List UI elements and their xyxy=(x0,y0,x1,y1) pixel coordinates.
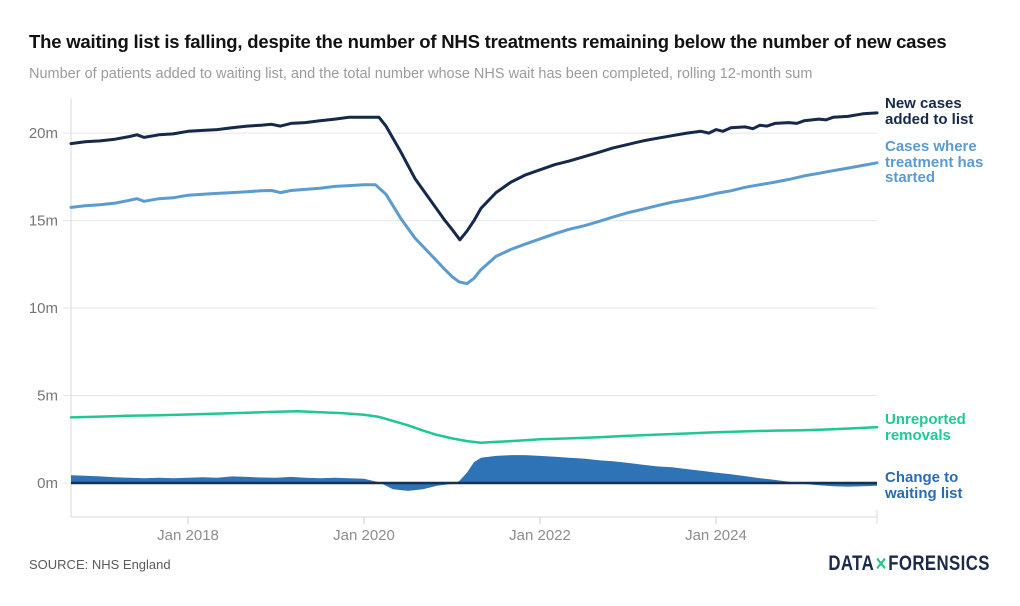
logo-forensics-text: FORENSICS xyxy=(888,552,990,575)
logo-data-text: DATA xyxy=(828,552,875,575)
x-tick-label: Jan 2020 xyxy=(333,527,395,544)
chart-subtitle: Number of patients added to waiting list… xyxy=(29,66,813,82)
x-tick-label: Jan 2018 xyxy=(157,527,219,544)
source-credit: SOURCE: NHS England xyxy=(29,557,171,572)
series-label-change-waiting-list: Change to waiting list xyxy=(885,469,963,502)
series-area-change-to-waiting-list xyxy=(71,455,877,491)
series-label-treatment-started: Cases where treatment has started xyxy=(885,138,984,186)
x-tick-label: Jan 2024 xyxy=(685,527,747,544)
x-tick-label: Jan 2022 xyxy=(509,527,571,544)
series-label-new-cases: New cases added to list xyxy=(885,95,974,128)
dataxforensics-logo: DATA✕FORENSICS xyxy=(829,552,990,576)
series-line-unreported-removals xyxy=(69,410,879,445)
y-tick-label: 10m xyxy=(29,300,58,317)
y-tick-label: 0m xyxy=(37,475,58,492)
series-line-cases-where-treatment-has-started xyxy=(69,161,879,286)
y-tick-label: 5m xyxy=(37,388,58,405)
y-tick-label: 15m xyxy=(29,213,58,230)
logo-x-icon: ✕ xyxy=(875,554,888,574)
series-line-new-cases-added-to-list xyxy=(69,111,879,242)
series-label-unreported-removals: Unreported removals xyxy=(885,411,966,444)
chart-title: The waiting list is falling, despite the… xyxy=(29,31,947,52)
y-tick-label: 20m xyxy=(29,125,58,142)
